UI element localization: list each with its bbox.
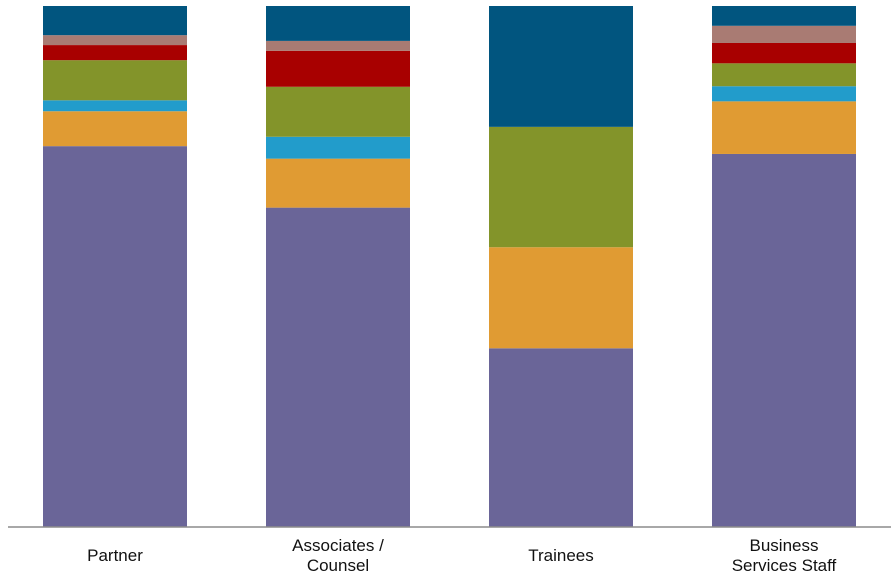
- bar-segment-0-1: [43, 111, 187, 147]
- x-tick-label-2: Trainees: [528, 546, 594, 565]
- bar-segment-3-4: [712, 42, 856, 64]
- bar-segment-1-5: [266, 40, 410, 51]
- bar-segment-3-2: [712, 86, 856, 102]
- bar-segment-1-3: [266, 86, 410, 137]
- bar-segment-3-6: [712, 6, 856, 26]
- bar-segment-2-0: [489, 348, 633, 527]
- bar-segment-1-6: [266, 6, 410, 41]
- x-tick-label-line: Trainees: [528, 546, 594, 565]
- bar-segment-1-1: [266, 158, 410, 208]
- x-tick-label-line: Partner: [87, 546, 143, 565]
- x-tick-labels: Partner Associates / Counsel Trainees Busine…: [87, 536, 836, 575]
- bar-segment-1-4: [266, 50, 410, 87]
- bar-segment-0-6: [43, 6, 187, 36]
- bar-segment-2-3: [489, 126, 633, 248]
- bar-segment-3-3: [712, 63, 856, 87]
- bar-segment-0-3: [43, 60, 187, 101]
- x-tick-label-line: Business: [750, 536, 819, 555]
- bar-segment-2-1: [489, 247, 633, 349]
- x-tick-label-line: Associates /: [292, 536, 384, 555]
- x-tick-label-line: Services Staff: [732, 556, 837, 575]
- x-tick-label-0: Partner: [87, 546, 143, 565]
- bar-segment-1-0: [266, 207, 410, 527]
- bar-segment-0-4: [43, 45, 187, 61]
- bar-segment-1-2: [266, 136, 410, 159]
- bar-segments: [43, 6, 856, 527]
- bar-segment-0-0: [43, 146, 187, 527]
- bar-segment-3-0: [712, 153, 856, 527]
- x-tick-label-line: Counsel: [307, 556, 369, 575]
- bar-segment-2-6: [489, 6, 633, 127]
- bar-segment-0-5: [43, 35, 187, 46]
- x-tick-label-1: Associates / Counsel: [292, 536, 384, 575]
- x-tick-label-3: Business Services Staff: [732, 536, 837, 575]
- bar-segment-0-2: [43, 100, 187, 112]
- bar-segment-3-1: [712, 101, 856, 154]
- bar-segment-3-5: [712, 25, 856, 43]
